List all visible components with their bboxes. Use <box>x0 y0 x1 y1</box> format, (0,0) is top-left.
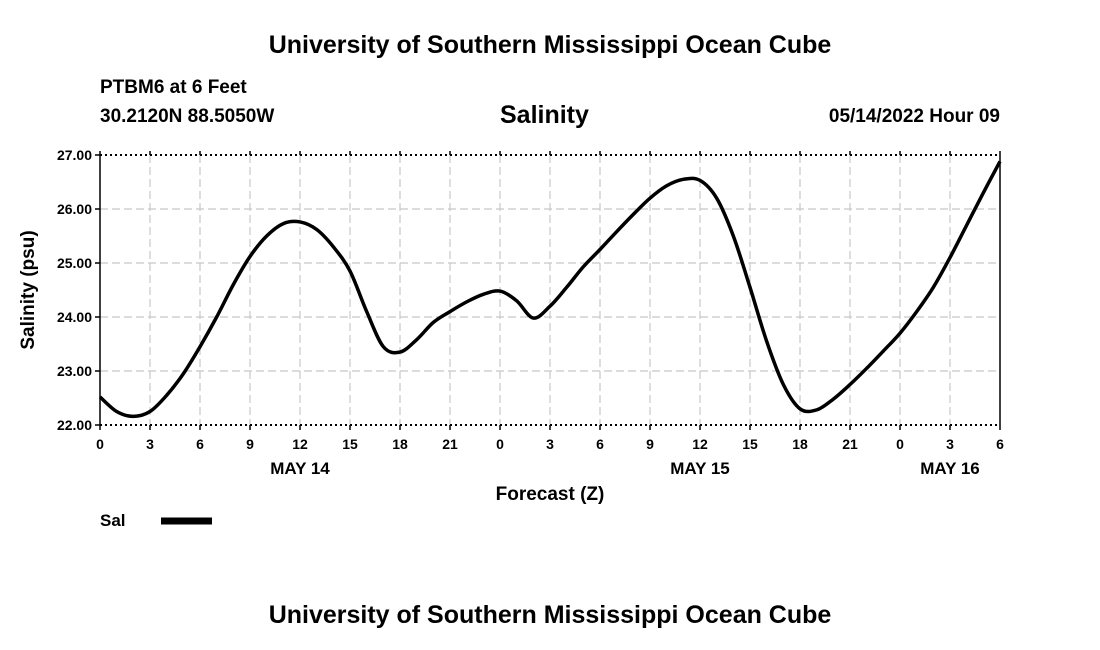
y-axis-title: Salinity (psu) <box>18 230 39 349</box>
x-tick-label: 6 <box>996 436 1004 452</box>
date-label: MAY 15 <box>670 459 730 478</box>
y-tick-label: 25.00 <box>57 255 92 271</box>
x-tick-label: 15 <box>742 436 758 452</box>
x-tick-label: 0 <box>896 436 904 452</box>
date-label: MAY 14 <box>270 459 330 478</box>
x-tick-label: 6 <box>596 436 604 452</box>
x-tick-label: 18 <box>392 436 408 452</box>
y-tick-label: 26.00 <box>57 201 92 217</box>
x-tick-label: 15 <box>342 436 358 452</box>
x-tick-label: 3 <box>546 436 554 452</box>
y-tick-label: 24.00 <box>57 309 92 325</box>
series-line-sal <box>98 160 1002 419</box>
x-tick-label: 18 <box>792 436 808 452</box>
header-title: University of Southern Mississippi Ocean… <box>268 31 832 59</box>
x-tick-label: 6 <box>196 436 204 452</box>
x-tick-label: 12 <box>692 436 708 452</box>
chart-title: Salinity <box>500 101 589 129</box>
x-tick-label: 21 <box>842 436 858 452</box>
coordinates-label: 30.2120N 88.5050W <box>100 106 275 127</box>
x-tick-label: 12 <box>292 436 308 452</box>
y-tick-label: 23.00 <box>57 363 92 379</box>
x-tick-label: 3 <box>146 436 154 452</box>
station-label: PTBM6 at 6 Feet <box>100 77 247 98</box>
footer-title: University of Southern Mississippi Ocean… <box>268 601 832 629</box>
x-tick-label: 9 <box>646 436 654 452</box>
timestamp-label: 05/14/2022 Hour 09 <box>828 106 1000 127</box>
y-tick-label: 27.00 <box>57 147 92 163</box>
x-tick-label: 3 <box>946 436 954 452</box>
x-tick-label: 9 <box>246 436 254 452</box>
x-tick-label: 0 <box>496 436 504 452</box>
x-tick-label: 21 <box>442 436 458 452</box>
date-label: MAY 16 <box>920 459 980 478</box>
y-tick-label: 22.00 <box>57 417 92 433</box>
legend-label: Sal <box>100 511 126 530</box>
x-tick-label: 0 <box>96 436 104 452</box>
x-axis-title: Forecast (Z) <box>496 484 605 505</box>
